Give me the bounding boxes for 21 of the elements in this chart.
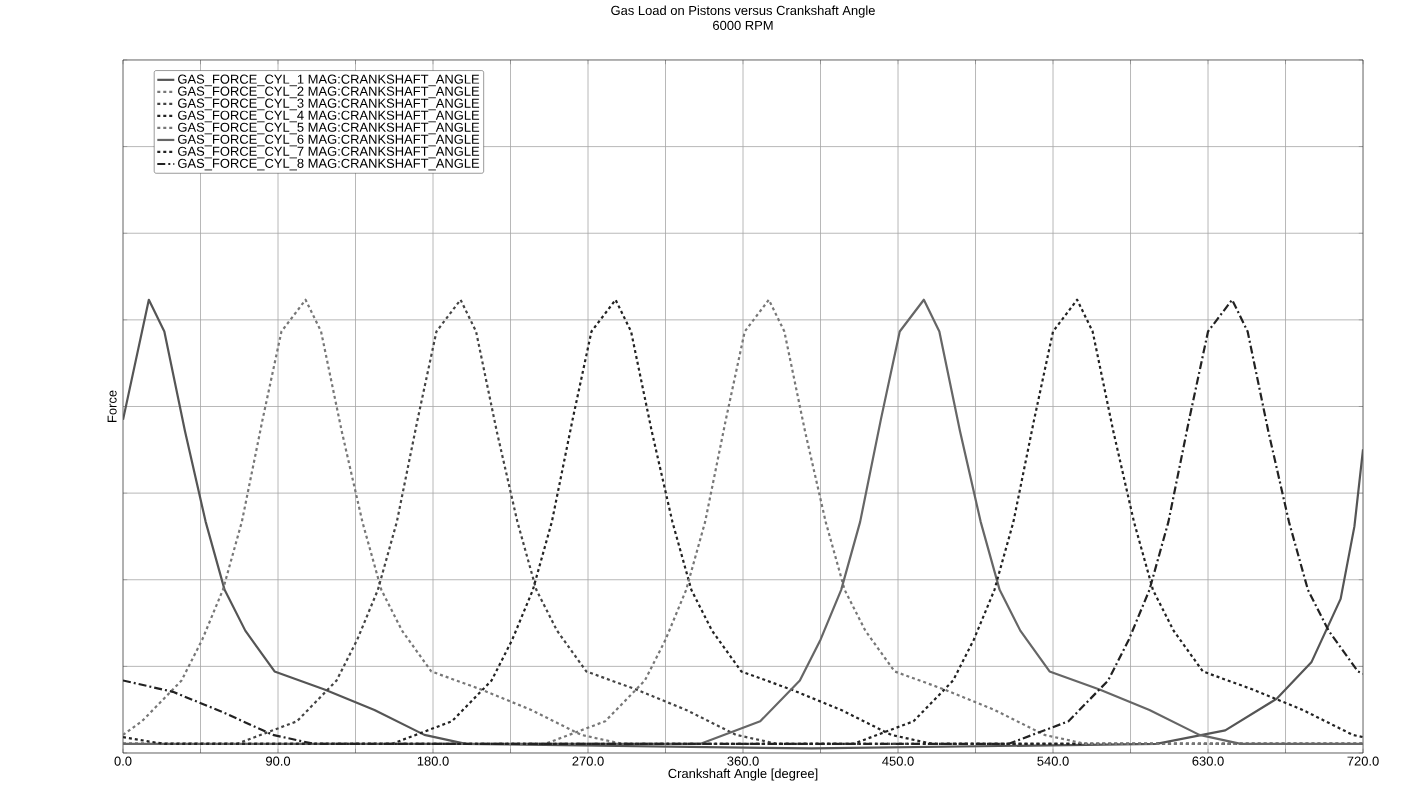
x-tick-label: 270.0 <box>572 756 604 766</box>
x-tick-label: 90.0 <box>266 756 291 766</box>
x-tick-label: 540.0 <box>1037 756 1069 766</box>
legend-label: GAS_FORCE_CYL_6 MAG:CRANKSHAFT_ANGLE <box>178 134 480 147</box>
chart-subtitle: 6000 RPM <box>713 20 773 30</box>
x-tick-label: 450.0 <box>882 756 914 766</box>
x-tick-label: 630.0 <box>1192 756 1224 766</box>
chart-title: Gas Load on Pistons versus Crankshaft Angle <box>611 5 875 18</box>
x-tick-label: 0.0 <box>114 756 132 766</box>
y-axis-title: Force <box>107 390 117 422</box>
legend-label: GAS_FORCE_CYL_8 MAG:CRANKSHAFT_ANGLE <box>178 158 480 171</box>
x-tick-label: 720.0 <box>1347 756 1379 766</box>
legend-label: GAS_FORCE_CYL_3 MAG:CRANKSHAFT_ANGLE <box>178 98 480 111</box>
legend-label: GAS_FORCE_CYL_5 MAG:CRANKSHAFT_ANGLE <box>178 122 480 135</box>
x-axis-title: Crankshaft Angle [degree] <box>668 768 818 781</box>
legend-label: GAS_FORCE_CYL_7 MAG:CRANKSHAFT_ANGLE <box>178 146 480 159</box>
x-tick-label: 180.0 <box>417 756 449 766</box>
legend-label: GAS_FORCE_CYL_2 MAG:CRANKSHAFT_ANGLE <box>178 86 480 99</box>
legend-label: GAS_FORCE_CYL_4 MAG:CRANKSHAFT_ANGLE <box>178 110 480 123</box>
x-tick-label: 360.0 <box>727 756 759 766</box>
legend-label: GAS_FORCE_CYL_1 MAG:CRANKSHAFT_ANGLE <box>178 74 480 87</box>
